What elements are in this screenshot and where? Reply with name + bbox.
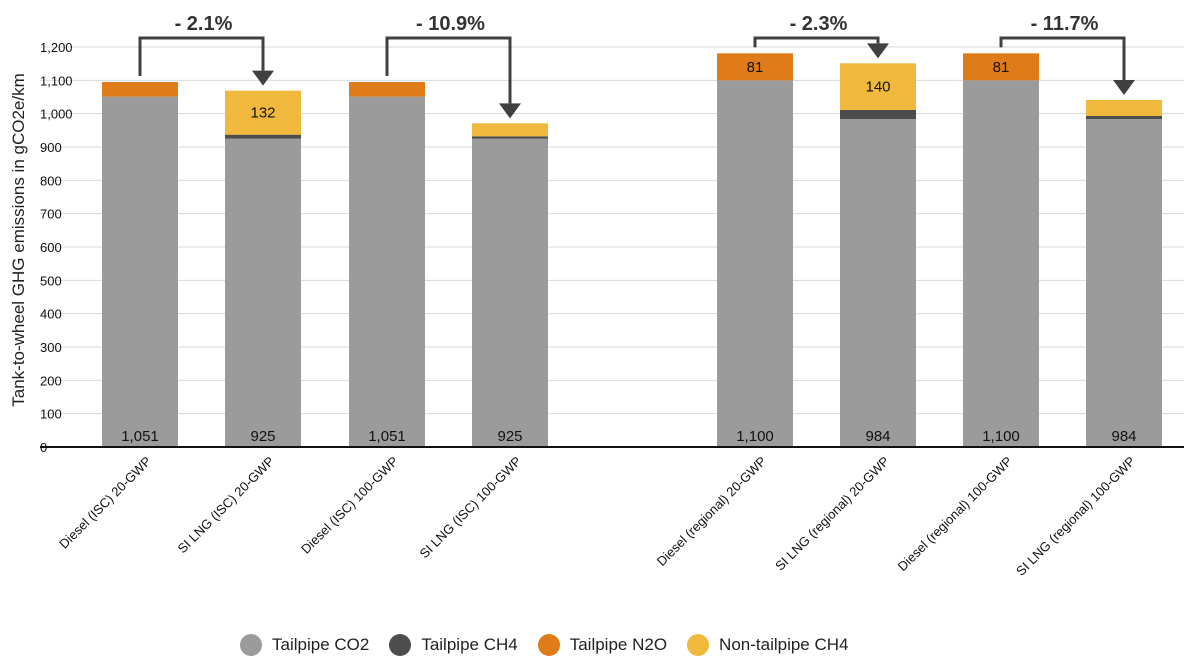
data-label: 132 xyxy=(250,105,275,122)
legend-item-non-tailpipe-ch4: Non-tailpipe CH4 xyxy=(687,634,849,656)
bar-segment xyxy=(963,53,1039,81)
annotation-bracket xyxy=(138,36,265,76)
y-tick-label: 100 xyxy=(40,407,62,422)
data-label: 984 xyxy=(1111,428,1136,445)
bar-segment xyxy=(225,134,301,139)
y-tick-label: 700 xyxy=(40,207,62,222)
y-tick-label: 1,200 xyxy=(40,40,73,55)
annotation-label: - 2.3% xyxy=(790,13,848,35)
data-label: 140 xyxy=(865,79,890,96)
legend-label: Tailpipe CH4 xyxy=(421,635,518,654)
y-axis-label: Tank-to-wheel GHG emissions in gCO2e/km xyxy=(9,73,28,407)
annotation-bracket xyxy=(385,36,512,104)
x-category-label: SI LNG (regional) 100-GWP xyxy=(1013,454,1138,579)
x-category-label: Diesel (ISC) 20-GWP xyxy=(56,454,154,552)
x-category-label: Diesel (regional) 100-GWP xyxy=(895,454,1015,574)
legend-label: Tailpipe CO2 xyxy=(272,635,370,654)
bar-segment xyxy=(717,53,793,81)
bar-segment xyxy=(225,90,301,135)
bar-segment xyxy=(840,63,916,110)
legend-swatch xyxy=(537,634,560,656)
legend-item-tailpipe-n2o: Tailpipe N2O xyxy=(537,634,668,656)
bar-segment xyxy=(472,138,548,447)
x-category-label: SI LNG (regional) 20-GWP xyxy=(772,454,892,574)
legend-label: Tailpipe N2O xyxy=(569,635,668,654)
legend-swatch xyxy=(389,634,412,656)
legend-label: Non-tailpipe CH4 xyxy=(719,635,849,654)
y-tick-label: 900 xyxy=(40,140,62,155)
y-tick-label: 1,000 xyxy=(40,107,73,122)
legend-swatch xyxy=(240,634,262,656)
value-labels: 1,051 925 132 1,051 925 1,100 81 984 140 1,100 81 9… xyxy=(121,59,1136,445)
annotation-arrowhead xyxy=(1113,80,1135,95)
bar-segment xyxy=(840,110,916,119)
bar-segment xyxy=(963,80,1039,447)
bar-segment xyxy=(102,96,178,448)
bar-segment xyxy=(472,123,548,137)
annotation-bracket xyxy=(999,36,1126,80)
annotation-arrowhead xyxy=(867,43,889,59)
annotation-label: - 2.1% xyxy=(175,13,233,35)
bar-segment xyxy=(349,96,425,448)
annotation-label: - 10.9% xyxy=(416,13,485,35)
legend-item-tailpipe-co2: Tailpipe CO2 xyxy=(240,634,369,656)
legend-item-tailpipe-ch4: Tailpipe CH4 xyxy=(389,634,518,656)
y-tick-label: 400 xyxy=(40,307,62,322)
x-category-label: Diesel (regional) 20-GWP xyxy=(654,454,769,569)
data-label: 1,051 xyxy=(368,428,406,445)
annotation-bracket xyxy=(753,36,880,48)
annotation-arrowhead xyxy=(499,103,521,119)
bar-segment xyxy=(472,136,548,139)
category-labels: Diesel (ISC) 20-GWP SI LNG (ISC) 20-GWP Di… xyxy=(56,454,1138,579)
legend: Tailpipe CO2 Tailpipe CH4 Tailpipe N2O N… xyxy=(240,633,849,657)
x-category-label: SI LNG (ISC) 20-GWP xyxy=(175,454,278,557)
data-label: 81 xyxy=(993,59,1010,76)
annotation-label: - 11.7% xyxy=(1031,13,1099,35)
bar-segment xyxy=(1086,100,1162,116)
data-label: 925 xyxy=(250,428,275,445)
legend-swatch xyxy=(687,634,710,656)
bar-segment xyxy=(225,138,301,447)
data-label: 1,051 xyxy=(121,428,159,445)
y-tick-label: 300 xyxy=(40,340,62,355)
bar-segment xyxy=(102,82,178,97)
y-axis-ticks: 01002003004005006007008009001,0001,1001,… xyxy=(40,40,73,455)
bar-segment xyxy=(1086,116,1162,119)
data-label: 1,100 xyxy=(982,428,1020,445)
bar-segment xyxy=(1086,119,1162,447)
y-tick-label: 800 xyxy=(40,173,62,188)
x-category-label: Diesel (ISC) 100-GWP xyxy=(298,454,401,557)
bars xyxy=(102,53,1162,448)
x-category-label: SI LNG (ISC) 100-GWP xyxy=(416,454,524,562)
data-label: 1,100 xyxy=(736,428,774,445)
y-tick-label: 1,100 xyxy=(40,73,73,88)
data-label: 81 xyxy=(747,59,764,76)
y-tick-label: 600 xyxy=(40,240,62,255)
bar-segment xyxy=(717,80,793,447)
stacked-bar-chart: 01002003004005006007008009001,0001,1001,… xyxy=(9,13,1184,579)
data-label: 925 xyxy=(497,428,522,445)
annotation-arrowhead xyxy=(252,70,274,86)
bar-segment xyxy=(840,119,916,447)
change-annotations: - 2.1% - 10.9% - 2.3% - 11.7% xyxy=(138,13,1135,119)
y-tick-label: 500 xyxy=(40,273,62,288)
data-label: 984 xyxy=(865,428,890,445)
bar-segment xyxy=(349,82,425,97)
y-tick-label: 200 xyxy=(40,373,62,388)
